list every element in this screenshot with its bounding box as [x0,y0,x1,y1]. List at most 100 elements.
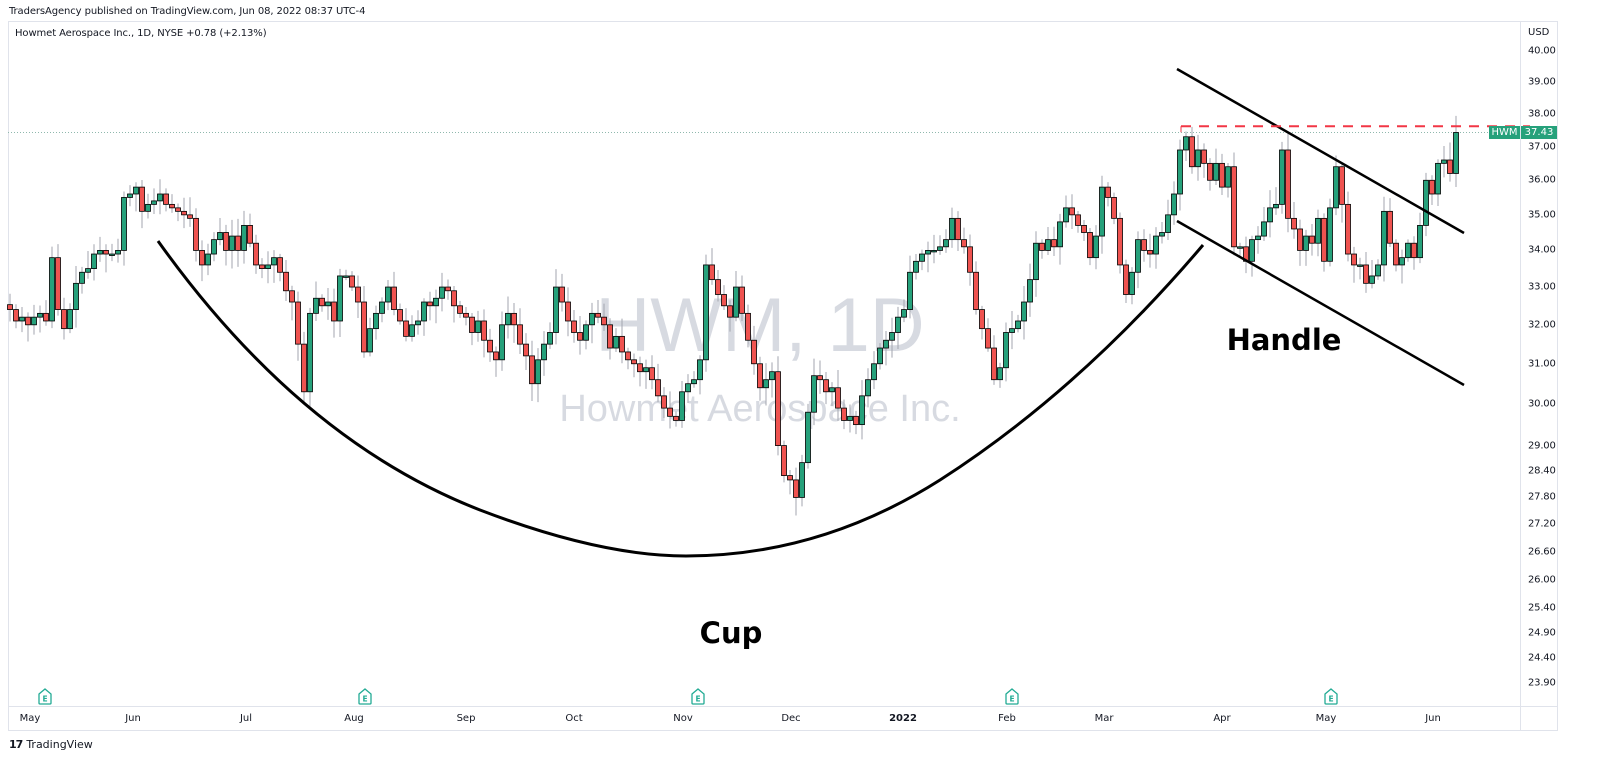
candle-down[interactable] [631,359,637,365]
candle-down[interactable] [973,271,979,310]
candle-down[interactable] [571,320,577,333]
candle-down[interactable] [1231,166,1237,248]
candle-up[interactable] [679,391,685,421]
candle-up[interactable] [829,387,835,393]
candle-down[interactable] [43,312,49,322]
candle-up[interactable] [1027,279,1033,303]
candle-down[interactable] [235,235,241,251]
cup-curve[interactable] [156,240,1205,558]
candle-down[interactable] [511,312,517,326]
candle-up[interactable] [67,309,73,330]
candle-up[interactable] [931,250,937,253]
candle-down[interactable] [451,290,457,307]
candle-down[interactable] [319,297,325,307]
candle-up[interactable] [889,332,895,341]
candle-down[interactable] [361,301,367,353]
candle-down[interactable] [979,309,985,330]
candle-up[interactable] [769,371,775,381]
candle-up[interactable] [1357,264,1363,267]
candle-up[interactable] [145,203,151,212]
candle-up[interactable] [1381,210,1387,266]
candle-down[interactable] [1345,203,1351,255]
candle-down[interactable] [649,367,655,381]
candle-down[interactable] [1393,242,1399,266]
candle-up[interactable] [811,375,817,413]
tradingview-logo[interactable]: 17 TradingView [9,738,93,751]
candle-up[interactable] [115,250,121,255]
candle-down[interactable] [247,225,253,244]
candle-up[interactable] [343,275,349,278]
candle-up[interactable] [1057,221,1063,248]
candle-down[interactable] [301,343,307,393]
candle-down[interactable] [295,301,301,345]
candle-down[interactable] [775,371,781,446]
candle-up[interactable] [217,232,223,241]
candle-up[interactable] [949,217,955,241]
candle-down[interactable] [823,379,829,393]
candle-up[interactable] [763,379,769,389]
candle-down[interactable] [787,475,793,481]
candle-up[interactable] [535,359,541,385]
candle-down[interactable] [253,242,259,266]
candle-up[interactable] [415,320,421,326]
candle-down[interactable] [739,286,745,314]
candle-down[interactable] [103,250,109,255]
earnings-icon[interactable]: E [1005,688,1019,705]
candle-down[interactable] [289,290,295,303]
candle-up[interactable] [265,264,271,269]
candle-down[interactable] [1219,162,1225,188]
candle-up[interactable] [91,253,97,269]
candle-down[interactable] [25,316,31,326]
candle-down[interactable] [427,301,433,307]
candle-down[interactable] [403,320,409,337]
candle-down[interactable] [529,355,535,385]
candle-up[interactable] [73,282,79,310]
candle-down[interactable] [355,286,361,303]
candle-up[interactable] [31,316,37,326]
candle-up[interactable] [385,286,391,303]
candle-down[interactable] [391,286,397,310]
candle-up[interactable] [697,359,703,381]
candle-up[interactable] [1225,166,1231,188]
candle-up[interactable] [121,197,127,251]
candle-up[interactable] [211,239,217,255]
candle-down[interactable] [655,379,661,397]
candle-up[interactable] [1183,136,1189,151]
candle-down[interactable] [193,217,199,251]
candle-down[interactable] [349,275,355,288]
candle-up[interactable] [109,253,115,256]
candle-up[interactable] [313,297,319,314]
candle-down[interactable] [1039,242,1045,251]
candle-up[interactable] [865,379,871,397]
earnings-icon[interactable]: E [691,688,705,705]
candle-up[interactable] [913,260,919,273]
candle-up[interactable] [1261,221,1267,237]
candle-down[interactable] [853,415,859,426]
candle-down[interactable] [187,214,193,219]
candle-up[interactable] [439,286,445,299]
candle-up[interactable] [19,316,25,322]
candle-up[interactable] [703,264,709,361]
candle-down[interactable] [1339,166,1345,205]
candle-down[interactable] [1351,253,1357,266]
candle-down[interactable] [955,217,961,241]
candle-down[interactable] [199,250,205,266]
candle-up[interactable] [1237,246,1243,249]
candle-down[interactable] [1081,225,1087,233]
candle-down[interactable] [175,207,181,212]
candle-up[interactable] [1093,235,1099,259]
candle-up[interactable] [1099,186,1105,237]
candle-up[interactable] [379,301,385,314]
candle-up[interactable] [907,271,913,310]
candle-up[interactable] [643,367,649,373]
candle-up[interactable] [1195,149,1201,168]
candle-down[interactable] [1297,228,1303,251]
candle-down[interactable] [607,324,613,349]
candle-up[interactable] [589,312,595,326]
candle-down[interactable] [1147,250,1153,255]
candle-down[interactable] [835,387,841,409]
candle-down[interactable] [181,210,187,216]
candle-down[interactable] [493,351,499,361]
candle-down[interactable] [661,395,667,409]
candle-up[interactable] [733,286,739,318]
